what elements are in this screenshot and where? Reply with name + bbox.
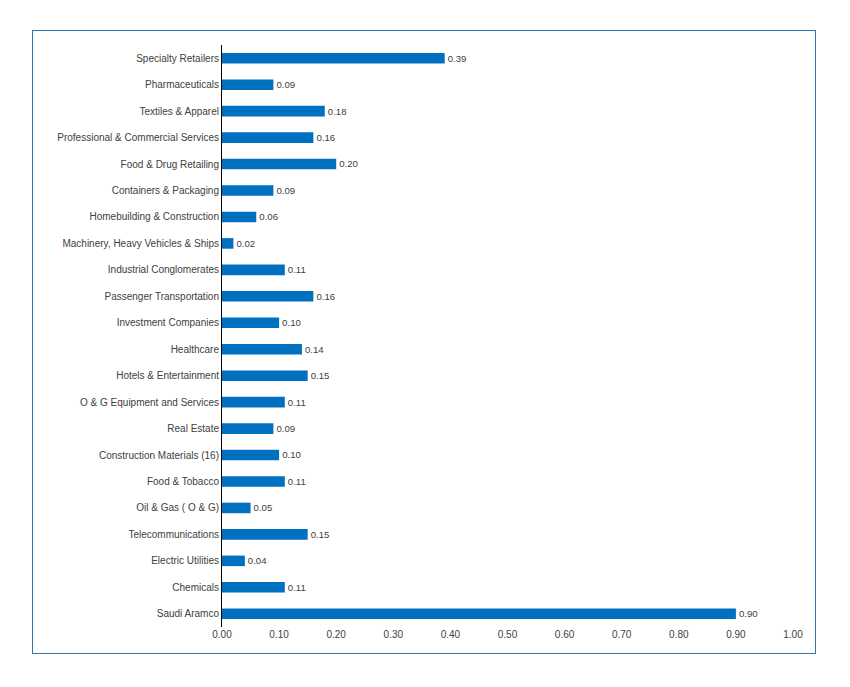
svg-text:0.20: 0.20 <box>326 629 346 640</box>
svg-text:Food & Tobacco: Food & Tobacco <box>147 476 220 487</box>
svg-text:0.06: 0.06 <box>259 211 278 222</box>
svg-text:0.15: 0.15 <box>311 370 330 381</box>
svg-text:0.09: 0.09 <box>276 79 295 90</box>
svg-text:Electric Utilities: Electric Utilities <box>151 555 219 566</box>
svg-text:Construction Materials (16): Construction Materials (16) <box>99 450 219 461</box>
svg-text:0.30: 0.30 <box>384 629 404 640</box>
svg-text:0.39: 0.39 <box>448 53 467 64</box>
svg-text:0.10: 0.10 <box>282 317 301 328</box>
svg-text:0.16: 0.16 <box>316 291 335 302</box>
svg-text:O & G Equipment and Services: O & G Equipment and Services <box>80 397 219 408</box>
svg-text:0.11: 0.11 <box>288 264 306 275</box>
svg-text:0.10: 0.10 <box>282 449 301 460</box>
svg-text:0.10: 0.10 <box>269 629 289 640</box>
svg-text:Telecommunications: Telecommunications <box>128 529 219 540</box>
svg-text:0.50: 0.50 <box>498 629 518 640</box>
svg-text:Oil & Gas ( O & G): Oil & Gas ( O & G) <box>136 502 219 513</box>
svg-text:0.02: 0.02 <box>236 238 255 249</box>
svg-text:0.18: 0.18 <box>328 106 347 117</box>
svg-text:Specialty Retailers: Specialty Retailers <box>136 53 219 64</box>
svg-text:0.20: 0.20 <box>339 158 358 169</box>
svg-text:0.16: 0.16 <box>316 132 335 143</box>
svg-text:0.11: 0.11 <box>288 582 306 593</box>
svg-text:Textiles & Apparel: Textiles & Apparel <box>140 106 220 117</box>
svg-text:Industrial Conglomerates: Industrial Conglomerates <box>108 264 219 275</box>
svg-text:Passenger Transportation: Passenger Transportation <box>104 291 219 302</box>
svg-text:Healthcare: Healthcare <box>171 344 220 355</box>
svg-text:Investment Companies: Investment Companies <box>117 317 219 328</box>
svg-text:0.14: 0.14 <box>305 344 324 355</box>
svg-text:0.15: 0.15 <box>311 529 330 540</box>
svg-text:0.60: 0.60 <box>555 629 575 640</box>
svg-text:0.09: 0.09 <box>276 423 295 434</box>
svg-text:1.00: 1.00 <box>783 629 803 640</box>
svg-text:0.11: 0.11 <box>288 476 306 487</box>
svg-text:0.90: 0.90 <box>739 608 758 619</box>
svg-text:0.90: 0.90 <box>726 629 746 640</box>
svg-text:Containers & Packaging: Containers & Packaging <box>112 185 219 196</box>
svg-text:Food & Drug Retailing: Food & Drug Retailing <box>121 159 219 170</box>
svg-text:0.70: 0.70 <box>612 629 632 640</box>
svg-text:0.80: 0.80 <box>669 629 689 640</box>
svg-text:0.40: 0.40 <box>441 629 461 640</box>
svg-text:0.09: 0.09 <box>276 185 295 196</box>
svg-text:Machinery, Heavy Vehicles & Sh: Machinery, Heavy Vehicles & Ships <box>62 238 219 249</box>
svg-text:Hotels & Entertainment: Hotels & Entertainment <box>116 370 219 381</box>
svg-text:0.05: 0.05 <box>254 502 273 513</box>
svg-text:0.04: 0.04 <box>248 555 267 566</box>
svg-text:Real Estate: Real Estate <box>167 423 219 434</box>
svg-text:Pharmaceuticals: Pharmaceuticals <box>145 79 219 90</box>
svg-text:Professional & Commercial Serv: Professional & Commercial Services <box>57 132 219 143</box>
svg-text:Chemicals: Chemicals <box>172 582 219 593</box>
svg-text:Homebuilding & Construction: Homebuilding & Construction <box>89 211 219 222</box>
svg-text:Saudi Aramco: Saudi Aramco <box>157 608 220 619</box>
svg-text:0.11: 0.11 <box>288 397 306 408</box>
svg-text:0.00: 0.00 <box>212 629 232 640</box>
